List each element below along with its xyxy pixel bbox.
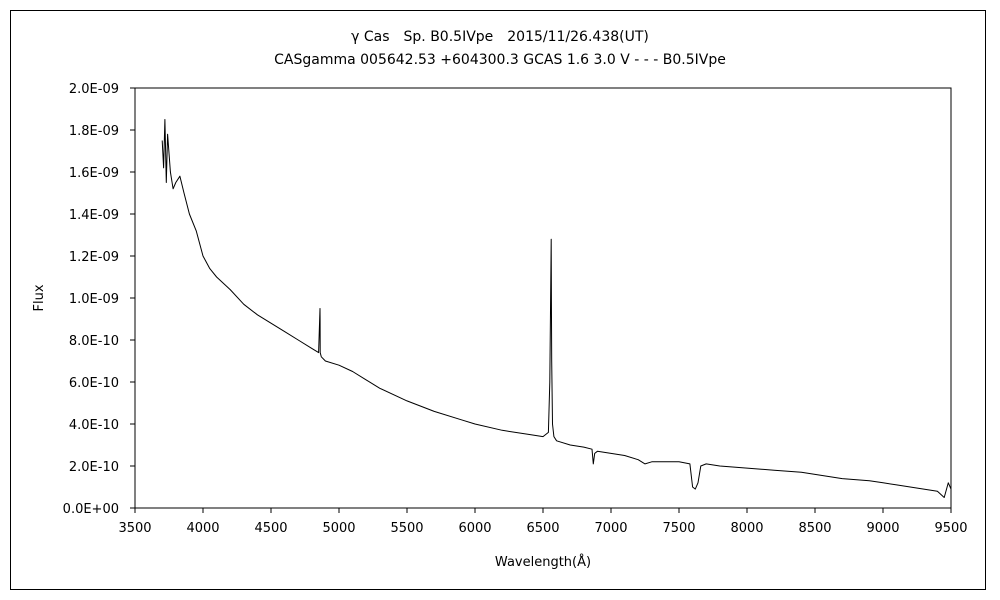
x-tick-label: 9500	[934, 521, 967, 536]
y-tick-label: 1.8E-09	[69, 124, 119, 139]
x-tick-label: 6000	[458, 521, 491, 536]
x-tick-label: 4500	[254, 521, 287, 536]
x-tick-label: 3500	[118, 521, 151, 536]
y-tick-label: 2.0E-09	[69, 82, 119, 97]
x-tick-label: 7500	[662, 521, 695, 536]
chart-title: γ Cas Sp. B0.5IVpe 2015/11/26.438(UT)	[351, 29, 649, 45]
y-tick-label: 8.0E-10	[69, 334, 119, 349]
chart-subtitle: CASgamma 005642.53 +604300.3 GCAS 1.6 3.…	[274, 52, 726, 68]
plot-area	[134, 87, 952, 509]
y-tick-label: 0.0E+00	[63, 502, 119, 517]
y-tick-label: 1.0E-09	[69, 292, 119, 307]
chart-frame	[10, 10, 986, 590]
spectrum-line	[161, 119, 952, 498]
x-tick-label: 9000	[866, 521, 899, 536]
x-axis-label: Wavelength(Å)	[495, 554, 591, 570]
y-tick-label: 1.2E-09	[69, 250, 119, 265]
y-tick-label: 2.0E-10	[69, 460, 119, 475]
x-tick-label: 8500	[798, 521, 831, 536]
x-tick-label: 6500	[526, 521, 559, 536]
y-tick-label: 1.4E-09	[69, 208, 119, 223]
y-tick-label: 6.0E-10	[69, 376, 119, 391]
x-tick-label: 5000	[322, 521, 355, 536]
y-tick-label: 4.0E-10	[69, 418, 119, 433]
x-tick-label: 7000	[594, 521, 627, 536]
x-tick-label: 8000	[730, 521, 763, 536]
y-axis-label: Flux	[32, 284, 47, 311]
x-tick-label: 4000	[186, 521, 219, 536]
y-tick-label: 1.6E-09	[69, 166, 119, 181]
x-tick-label: 5500	[390, 521, 423, 536]
